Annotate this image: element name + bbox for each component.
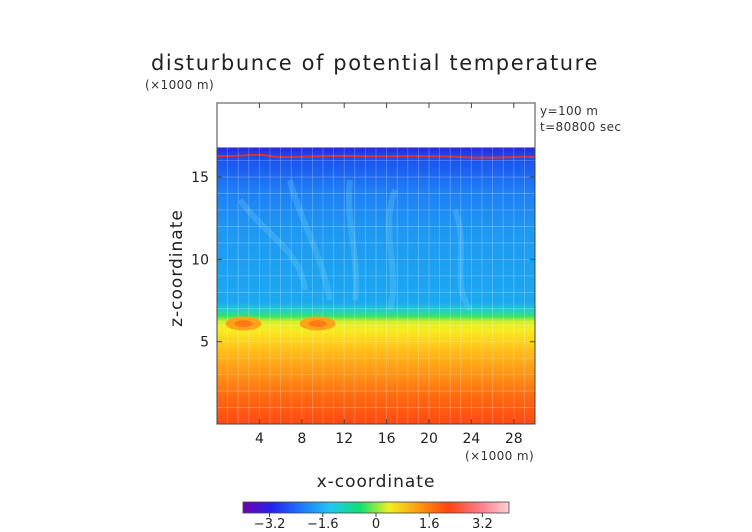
y-tick-label: 10 <box>191 252 209 268</box>
annotation-t: t=80800 sec <box>540 120 621 134</box>
annotation-y: y=100 m <box>540 104 598 118</box>
colorbar-tick-label: −1.6 <box>307 517 339 532</box>
colorbar-tick-label: 1.6 <box>419 517 440 532</box>
y-tick-label: 5 <box>200 335 209 351</box>
plume-patterns <box>237 179 473 312</box>
x-axis-ticks: 4 8 12 16 20 24 28 <box>255 103 523 447</box>
y-tick-label: 15 <box>191 170 209 186</box>
x-tick-label: 20 <box>420 431 438 447</box>
x-tick-label: 12 <box>335 431 353 447</box>
warm-blob-core-1 <box>308 320 327 328</box>
colorbar-tick-label: 3.2 <box>472 517 493 532</box>
grid <box>217 147 535 424</box>
x-tick-label: 24 <box>462 431 480 447</box>
plot-frame <box>216 102 536 425</box>
warm-blob-core-0 <box>234 320 253 328</box>
colorbar <box>242 501 510 514</box>
x-axis-label: x-coordinate <box>317 472 436 492</box>
colorbar-ticks: −3.2 −1.6 0 1.6 3.2 <box>254 513 493 532</box>
colorbar-tick-label: −3.2 <box>254 517 286 532</box>
plot-area <box>217 147 535 424</box>
x-tick-label: 28 <box>505 431 523 447</box>
x-tick-label: 4 <box>255 431 264 447</box>
y-axis-label: z-coordinate <box>167 209 187 327</box>
y-axis-ticks: 5 10 15 <box>191 170 535 351</box>
x-tick-label: 16 <box>378 431 396 447</box>
temperature-field <box>217 147 535 424</box>
top-boundary <box>217 153 535 159</box>
chart-title: disturbunce of potential temperature <box>151 51 599 75</box>
x-tick-label: 8 <box>297 431 306 447</box>
colorbar-tick-label: 0 <box>372 517 380 532</box>
x-axis-unit: (×1000 m) <box>465 449 534 463</box>
y-axis-unit: (×1000 m) <box>145 78 214 92</box>
features <box>225 316 336 331</box>
